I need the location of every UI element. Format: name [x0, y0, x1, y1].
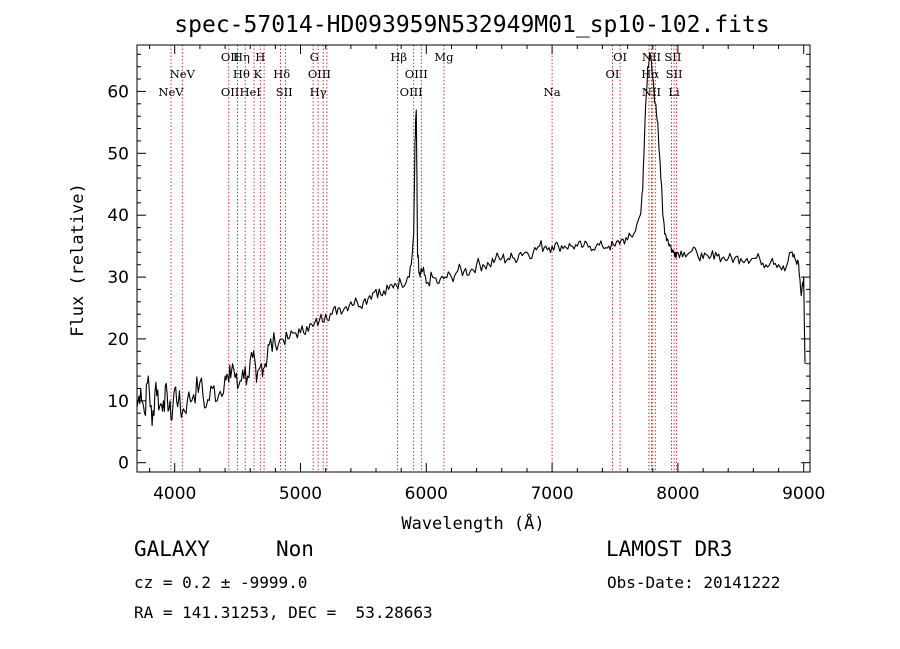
y-tick-label: 0 — [118, 454, 129, 474]
line-marker-label: SII — [276, 85, 293, 99]
line-marker-label: G — [310, 50, 319, 64]
line-marker-label: OII — [221, 85, 240, 99]
line-marker-label: K — [254, 67, 263, 81]
chart-title: spec-57014-HD093959N532949M01_sp10-102.f… — [174, 12, 769, 38]
x-tick-label: 5000 — [279, 484, 322, 504]
line-markers — [170, 45, 678, 472]
y-tick-label: 20 — [107, 330, 129, 350]
redshift-cz: cz = 0.2 ± -9999.0 — [134, 573, 308, 592]
line-marker-label: Li — [668, 85, 680, 99]
line-marker-label: Hθ — [233, 67, 250, 81]
line-marker-label: OI — [613, 50, 627, 64]
spectrum-line — [136, 52, 806, 427]
y-axis-ticks: 0 10 20 30 40 50 60 — [107, 53, 810, 474]
line-marker-label: NeV — [158, 85, 184, 99]
line-marker-label: OIII — [400, 85, 423, 99]
object-subclass: Non — [276, 537, 314, 561]
ra-dec: RA = 141.31253, DEC = 53.28663 — [134, 603, 433, 622]
observation-date: Obs-Date: 20141222 — [607, 573, 781, 592]
line-marker-label: Hβ — [390, 50, 407, 64]
y-tick-label: 50 — [107, 144, 129, 164]
line-marker-label: SII — [666, 67, 683, 81]
x-tick-label: 9000 — [782, 484, 825, 504]
line-marker-label: NeV — [170, 67, 196, 81]
plot-frame — [136, 44, 811, 473]
object-class: GALAXY — [134, 537, 210, 561]
line-marker-label: Hη — [233, 50, 250, 64]
spectrum-chart: spec-57014-HD093959N532949M01_sp10-102.f… — [68, 12, 825, 534]
line-marker-label: OIII — [308, 67, 331, 81]
line-marker-label: NII — [642, 50, 661, 64]
y-tick-label: 40 — [107, 206, 129, 226]
line-marker-label: OIII — [405, 67, 428, 81]
line-marker-label: Hα — [641, 67, 659, 81]
y-axis-label: Flux (relative) — [68, 183, 88, 337]
line-marker-label: Mg — [434, 50, 454, 64]
y-tick-label: 30 — [107, 268, 129, 288]
x-axis-ticks: 4000 5000 6000 7000 8000 9000 — [149, 45, 825, 504]
survey-name: LAMOST DR3 — [606, 537, 733, 561]
line-marker-label: NII — [642, 85, 661, 99]
x-tick-label: 8000 — [656, 484, 699, 504]
line-marker-label: OII — [221, 50, 240, 64]
x-tick-label: 4000 — [153, 484, 196, 504]
line-marker-label: HeI — [240, 85, 261, 99]
y-tick-label: 10 — [107, 392, 129, 412]
line-marker-label: OI — [606, 67, 620, 81]
line-marker-label: Hδ — [273, 67, 290, 81]
x-tick-label: 6000 — [405, 484, 448, 504]
x-axis-label: Wavelength (Å) — [401, 512, 544, 534]
line-marker-label: SII — [664, 50, 681, 64]
x-tick-label: 7000 — [530, 484, 573, 504]
line-marker-label: Hγ — [310, 85, 327, 99]
line-marker-label: H — [255, 50, 265, 64]
y-tick-label: 60 — [107, 82, 129, 102]
line-marker-label: Na — [544, 85, 561, 99]
